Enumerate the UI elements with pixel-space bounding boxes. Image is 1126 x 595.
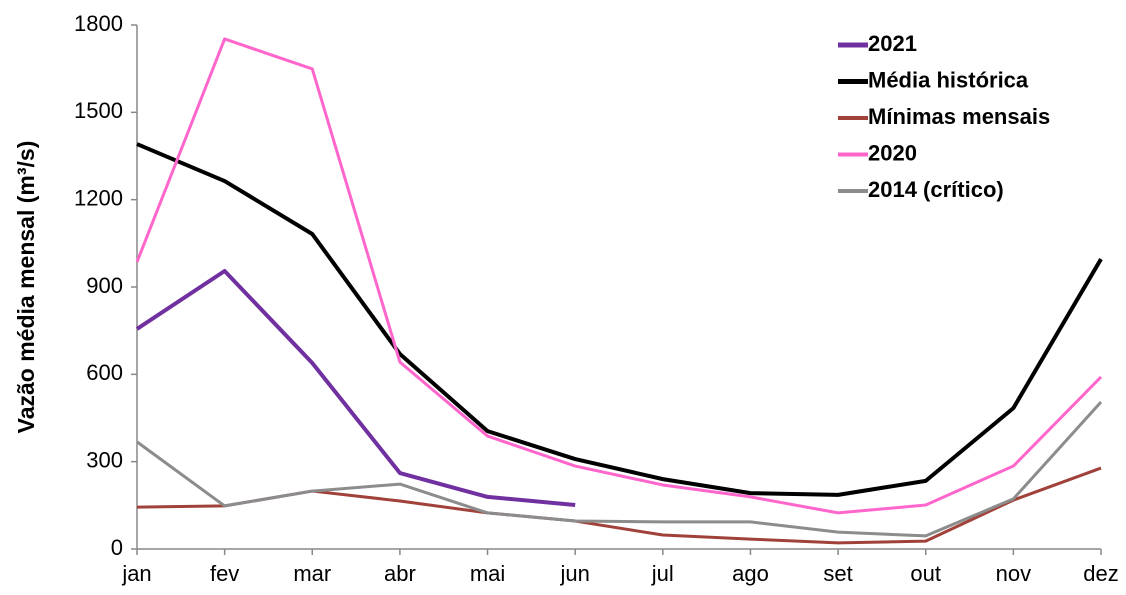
legend-label: 2014 (crítico) <box>868 177 1004 202</box>
series-line <box>135 37 1103 515</box>
x-tick-label: mar <box>293 561 331 586</box>
series-line <box>135 268 576 508</box>
x-tick-label: fev <box>210 561 239 586</box>
x-tick-label: nov <box>996 561 1031 586</box>
y-axis-label: Vazão média mensal (m³/s) <box>13 141 39 434</box>
x-tick-label: out <box>910 561 941 586</box>
x-tick-label: set <box>823 561 852 586</box>
legend-label: 2021 <box>868 31 917 56</box>
series-line <box>136 142 1103 497</box>
y-tick-label: 1200 <box>74 185 123 210</box>
y-tick-label: 1500 <box>74 98 123 123</box>
y-tick-label: 300 <box>86 447 123 472</box>
legend-label: Mínimas mensais <box>868 104 1050 129</box>
x-tick-label: ago <box>732 561 769 586</box>
x-tick-label: mai <box>470 561 505 586</box>
x-tick-label: jan <box>121 561 151 586</box>
series-line <box>136 466 1102 545</box>
legend-label: 2020 <box>868 140 917 165</box>
y-tick-label: 900 <box>86 273 123 298</box>
y-tick-label: 1800 <box>74 11 123 36</box>
y-tick-label: 600 <box>86 360 123 385</box>
x-tick-label: abr <box>384 561 416 586</box>
x-tick-label: jul <box>651 561 674 586</box>
x-tick-label: dez <box>1083 561 1118 586</box>
y-tick-label: 0 <box>111 535 123 560</box>
series-line <box>136 400 1103 538</box>
x-tick-label: jun <box>560 561 590 586</box>
legend-label: Média histórica <box>868 67 1029 92</box>
